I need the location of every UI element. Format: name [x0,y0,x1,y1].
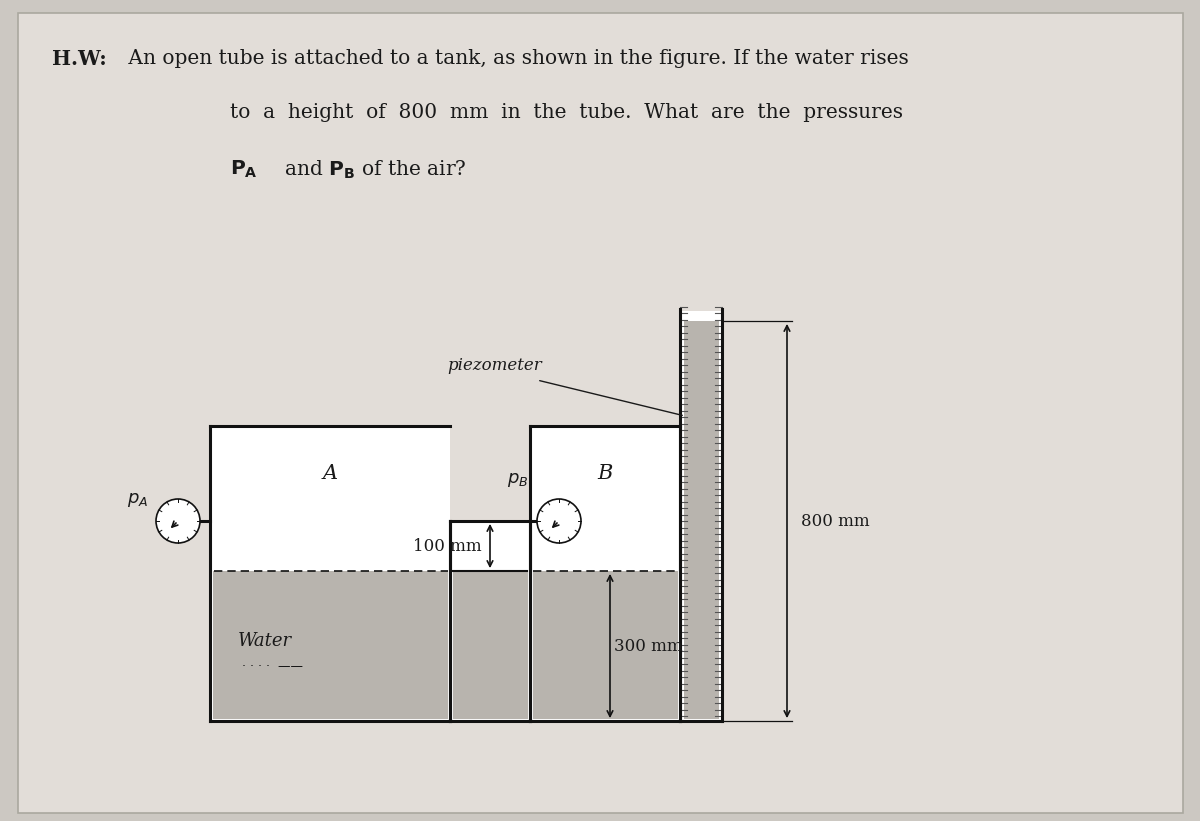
Text: piezometer: piezometer [448,357,542,374]
Text: $p_A$: $p_A$ [127,491,148,509]
Text: A: A [323,464,337,483]
Text: An open tube is attached to a tank, as shown in the figure. If the water rises: An open tube is attached to a tank, as s… [122,49,908,68]
Bar [533,571,678,719]
Text: to  a  height  of  800  mm  in  the  tube.  What  are  the  pressures: to a height of 800 mm in the tube. What … [230,103,904,122]
Bar [530,426,680,721]
Circle shape [538,499,581,543]
Text: Water: Water [238,632,292,650]
Bar [684,321,719,719]
Text: 800 mm: 800 mm [802,512,870,530]
Text: $\mathbf{P_A}$: $\mathbf{P_A}$ [230,159,258,181]
Text: · · · ·  ——: · · · · —— [238,659,302,672]
Bar [450,521,530,721]
FancyBboxPatch shape [18,13,1183,813]
Bar [214,571,448,719]
Text: B: B [598,464,613,483]
Circle shape [156,499,200,543]
Bar [680,311,722,721]
Text: H.W:: H.W: [52,49,107,69]
Bar [210,426,450,721]
Bar [454,571,528,719]
Text: $p_B$: $p_B$ [508,471,528,489]
Text: 100 mm: 100 mm [413,538,482,554]
Text: 300 mm: 300 mm [614,637,683,654]
Text: and $\mathbf{P_B}$ of the air?: and $\mathbf{P_B}$ of the air? [278,159,467,181]
